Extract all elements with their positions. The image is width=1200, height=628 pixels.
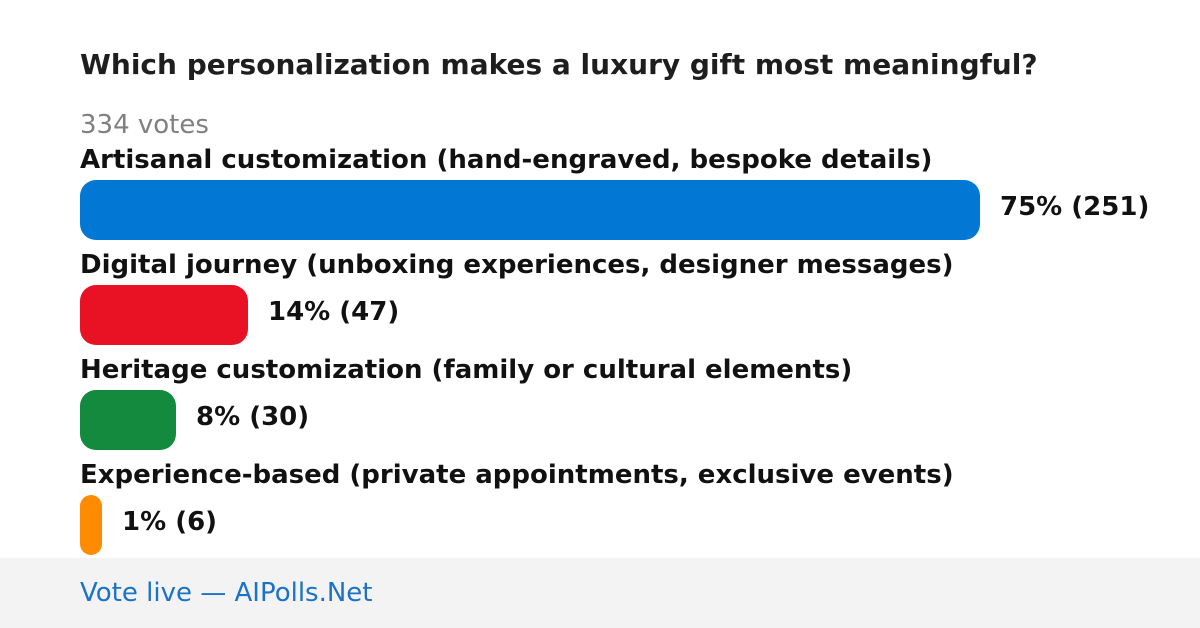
footer: Vote live — AIPolls.Net — [0, 558, 1200, 628]
result-bar — [80, 495, 102, 555]
result-value-label: 75% (251) — [1000, 192, 1150, 222]
result-value-label: 1% (6) — [122, 507, 218, 537]
result-bar — [80, 390, 176, 450]
option-label: Artisanal customization (hand-engraved, … — [80, 145, 933, 175]
vote-live-link[interactable]: Vote live — AIPolls.Net — [80, 578, 373, 608]
result-bar — [80, 180, 980, 240]
result-value-label: 14% (47) — [268, 297, 400, 327]
result-bar — [80, 285, 248, 345]
option-label: Digital journey (unboxing experiences, d… — [80, 250, 954, 280]
vote-count: 334 votes — [80, 110, 209, 140]
option-label: Heritage customization (family or cultur… — [80, 355, 853, 385]
result-value-label: 8% (30) — [196, 402, 310, 432]
option-label: Experience-based (private appointments, … — [80, 460, 954, 490]
poll-question: Which personalization makes a luxury gif… — [80, 48, 1038, 81]
